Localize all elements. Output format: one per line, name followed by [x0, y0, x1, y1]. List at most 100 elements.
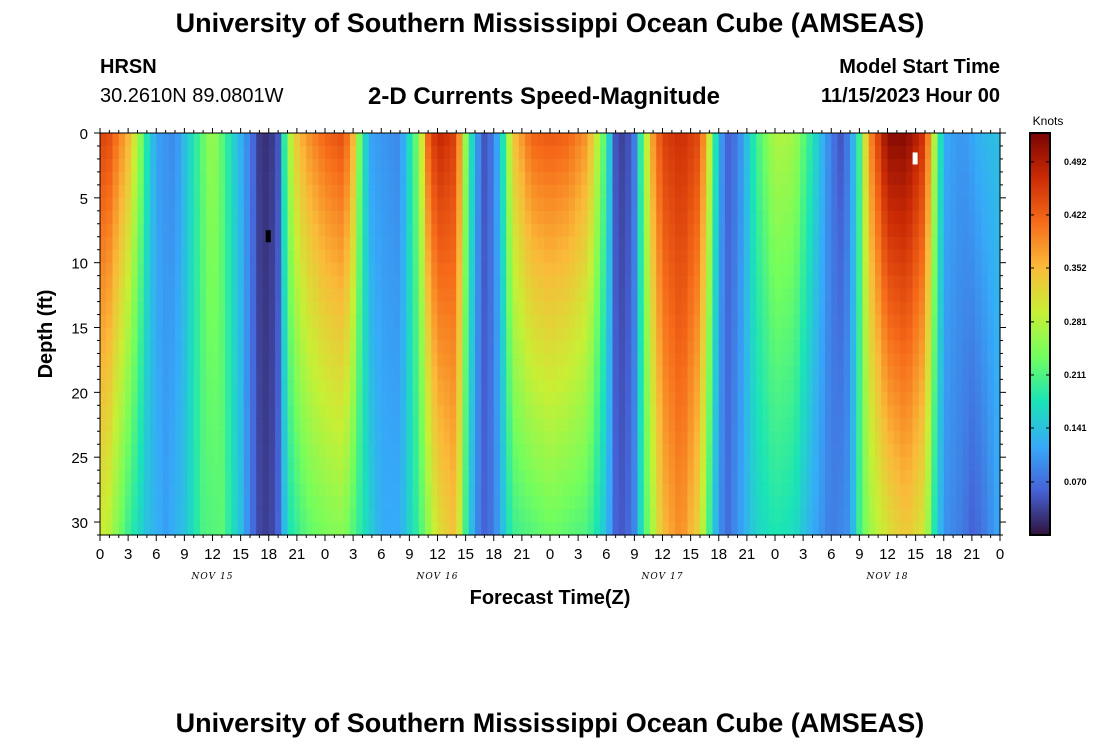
- heatmap-cell: [993, 366, 1001, 380]
- heatmap-cell: [462, 249, 470, 264]
- heatmap-cell: [725, 158, 732, 173]
- heatmap-cell: [143, 288, 151, 303]
- heatmap-cell: [650, 223, 657, 238]
- heatmap-cell: [143, 158, 151, 173]
- heatmap-cell: [481, 133, 489, 147]
- heatmap-cell: [237, 262, 245, 277]
- heatmap-cell: [468, 470, 476, 484]
- heatmap-cell: [643, 340, 651, 355]
- heatmap-cell: [756, 353, 764, 368]
- colorbar-scale: [1029, 132, 1051, 536]
- heatmap-cell: [556, 145, 564, 160]
- heatmap-cell: [481, 366, 489, 380]
- heatmap-cell: [818, 431, 826, 445]
- heatmap-cell: [712, 249, 720, 264]
- heatmap-cell: [662, 366, 670, 380]
- heatmap-cell: [981, 249, 989, 264]
- heatmap-cell: [650, 392, 657, 406]
- heatmap-cell: [431, 431, 439, 445]
- heatmap-cell: [125, 327, 132, 342]
- heatmap-cell: [600, 405, 607, 419]
- heatmap-cell: [462, 288, 470, 303]
- heatmap-cell: [150, 340, 157, 355]
- heatmap-cell: [787, 262, 795, 277]
- heatmap-cell: [331, 496, 339, 510]
- heatmap-cell: [862, 327, 870, 342]
- colorbar-tick-label: 0.422: [1064, 210, 1087, 220]
- heatmap-cell: [362, 236, 370, 251]
- heatmap-cell: [412, 184, 420, 199]
- heatmap-cell: [481, 418, 489, 432]
- heatmap-cell: [593, 340, 601, 355]
- heatmap-cell: [212, 210, 220, 225]
- heatmap-cell: [737, 210, 745, 225]
- heatmap-cell: [431, 418, 439, 432]
- heatmap-cell: [493, 509, 501, 523]
- heatmap-cell: [400, 275, 407, 290]
- heatmap-cell: [162, 522, 170, 536]
- heatmap-cell: [543, 327, 551, 342]
- heatmap-cell: [925, 483, 932, 497]
- heatmap-cell: [725, 236, 732, 251]
- heatmap-cell: [950, 210, 957, 225]
- heatmap-cell: [831, 366, 839, 380]
- heatmap-cell: [106, 288, 114, 303]
- heatmap-cell: [662, 418, 670, 432]
- heatmap-cell: [212, 457, 220, 471]
- heatmap-cell: [562, 496, 570, 510]
- heatmap-cell: [143, 262, 151, 277]
- heatmap-cell: [375, 418, 382, 432]
- heatmap-cell: [618, 366, 626, 380]
- heatmap-cell: [612, 522, 620, 536]
- heatmap-cell: [893, 158, 901, 173]
- heatmap-cell: [425, 184, 432, 199]
- heatmap-cell: [831, 470, 839, 484]
- heatmap-cell: [525, 197, 532, 212]
- heatmap-cell: [100, 483, 107, 497]
- heatmap-cell: [150, 327, 157, 342]
- heatmap-cell: [212, 145, 220, 160]
- heatmap-cell: [362, 197, 370, 212]
- heatmap-cell: [187, 236, 195, 251]
- heatmap-cell: [506, 418, 514, 432]
- heatmap-cell: [218, 327, 226, 342]
- heatmap-cell: [168, 275, 176, 290]
- heatmap-cell: [856, 197, 864, 212]
- heatmap-cell: [706, 431, 714, 445]
- heatmap-cell: [793, 301, 801, 316]
- heatmap-cell: [618, 314, 626, 329]
- heatmap-cell: [825, 262, 832, 277]
- heatmap-cell: [237, 145, 245, 160]
- heatmap-cell: [356, 133, 364, 147]
- heatmap-cell: [843, 171, 851, 186]
- heatmap-cell: [393, 431, 401, 445]
- heatmap-cell: [543, 275, 551, 290]
- heatmap-cell: [818, 314, 826, 329]
- heatmap-cell: [475, 353, 482, 368]
- heatmap-cell: [450, 509, 457, 523]
- heatmap-cell: [806, 483, 814, 497]
- heatmap-cell: [150, 158, 157, 173]
- heatmap-cell: [418, 496, 426, 510]
- heatmap-cell: [162, 457, 170, 471]
- heatmap-cell: [968, 496, 976, 510]
- heatmap-cell: [575, 249, 582, 264]
- heatmap-cell: [287, 197, 295, 212]
- heatmap-cell: [150, 379, 157, 393]
- heatmap-cell: [200, 223, 207, 238]
- heatmap-cell: [512, 184, 520, 199]
- heatmap-cell: [343, 171, 351, 186]
- heatmap-cell: [681, 418, 689, 432]
- heatmap-cell: [543, 379, 551, 393]
- heatmap-cell: [793, 275, 801, 290]
- heatmap-cell: [537, 262, 545, 277]
- heatmap-cell: [968, 158, 976, 173]
- heatmap-cell: [812, 210, 820, 225]
- heatmap-cell: [743, 509, 751, 523]
- x-tick-label: 18: [710, 546, 727, 563]
- heatmap-cell: [950, 392, 957, 406]
- heatmap-cell: [662, 431, 670, 445]
- heatmap-cell: [450, 314, 457, 329]
- heatmap-cell: [118, 145, 126, 160]
- heatmap-cell: [743, 236, 751, 251]
